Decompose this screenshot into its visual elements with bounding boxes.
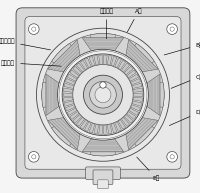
Polygon shape [124, 115, 133, 123]
Polygon shape [121, 63, 130, 72]
Polygon shape [128, 119, 154, 146]
Text: C相: C相 [171, 74, 200, 88]
Polygon shape [147, 74, 160, 115]
Circle shape [83, 75, 122, 114]
Polygon shape [129, 108, 139, 115]
Polygon shape [115, 58, 121, 68]
Polygon shape [84, 58, 91, 68]
Polygon shape [99, 125, 102, 135]
Polygon shape [104, 55, 107, 64]
Circle shape [59, 51, 147, 139]
Polygon shape [115, 122, 121, 131]
Polygon shape [132, 83, 142, 88]
Polygon shape [80, 120, 88, 129]
Circle shape [28, 152, 39, 162]
Circle shape [42, 34, 164, 156]
Text: シャフト: シャフト [100, 8, 114, 39]
Polygon shape [126, 118, 158, 150]
Text: ステーター: ステーター [0, 39, 51, 50]
Polygon shape [82, 38, 124, 51]
Polygon shape [64, 83, 74, 88]
Polygon shape [52, 43, 78, 70]
Circle shape [73, 65, 133, 125]
Polygon shape [131, 79, 141, 85]
Text: B相: B相 [164, 42, 200, 55]
Polygon shape [127, 70, 136, 78]
Polygon shape [70, 70, 79, 78]
Circle shape [170, 27, 174, 31]
Circle shape [100, 82, 106, 88]
Circle shape [167, 24, 177, 34]
Polygon shape [84, 122, 91, 131]
Text: ローター: ローター [1, 60, 61, 66]
Polygon shape [104, 125, 107, 135]
Text: E相: E相 [137, 157, 160, 181]
Polygon shape [89, 56, 95, 66]
FancyBboxPatch shape [86, 167, 120, 179]
Circle shape [32, 155, 36, 159]
Polygon shape [118, 120, 126, 129]
Polygon shape [99, 55, 102, 64]
Polygon shape [94, 55, 99, 65]
Polygon shape [118, 60, 126, 70]
Polygon shape [65, 105, 75, 111]
Polygon shape [48, 40, 80, 72]
Circle shape [58, 49, 148, 140]
Polygon shape [90, 34, 116, 51]
FancyBboxPatch shape [25, 17, 181, 169]
Polygon shape [46, 74, 59, 115]
Circle shape [36, 28, 169, 161]
Polygon shape [63, 93, 72, 96]
Circle shape [32, 27, 36, 31]
Circle shape [28, 24, 39, 34]
Circle shape [95, 87, 111, 103]
Polygon shape [133, 97, 143, 102]
Polygon shape [131, 105, 141, 111]
Circle shape [90, 81, 116, 108]
Polygon shape [89, 123, 95, 133]
Polygon shape [127, 112, 136, 119]
Circle shape [167, 152, 177, 162]
FancyBboxPatch shape [16, 8, 190, 178]
Polygon shape [67, 74, 77, 81]
Polygon shape [132, 101, 142, 106]
Polygon shape [133, 88, 143, 92]
Polygon shape [64, 101, 74, 106]
Circle shape [62, 54, 144, 135]
Polygon shape [67, 108, 77, 115]
Polygon shape [52, 119, 78, 146]
Polygon shape [76, 63, 85, 72]
Polygon shape [94, 124, 99, 134]
Polygon shape [90, 139, 116, 156]
Polygon shape [126, 40, 158, 72]
Text: A相: A相 [127, 8, 142, 32]
FancyBboxPatch shape [93, 170, 113, 185]
Polygon shape [121, 117, 130, 126]
Polygon shape [124, 66, 133, 75]
Polygon shape [133, 93, 143, 96]
Text: D相: D相 [169, 110, 200, 125]
Polygon shape [63, 97, 73, 102]
FancyBboxPatch shape [98, 180, 108, 189]
Polygon shape [129, 74, 139, 81]
Polygon shape [128, 43, 154, 70]
Polygon shape [111, 123, 117, 133]
Polygon shape [73, 66, 82, 75]
Polygon shape [80, 60, 88, 70]
Polygon shape [147, 82, 164, 108]
Polygon shape [73, 115, 82, 123]
Polygon shape [70, 112, 79, 119]
Polygon shape [111, 56, 117, 66]
Polygon shape [82, 139, 124, 152]
Polygon shape [63, 88, 73, 92]
Polygon shape [76, 117, 85, 126]
Polygon shape [42, 82, 59, 108]
Polygon shape [65, 79, 75, 85]
Polygon shape [107, 55, 112, 65]
Polygon shape [48, 118, 80, 150]
Polygon shape [107, 124, 112, 134]
Circle shape [170, 155, 174, 159]
